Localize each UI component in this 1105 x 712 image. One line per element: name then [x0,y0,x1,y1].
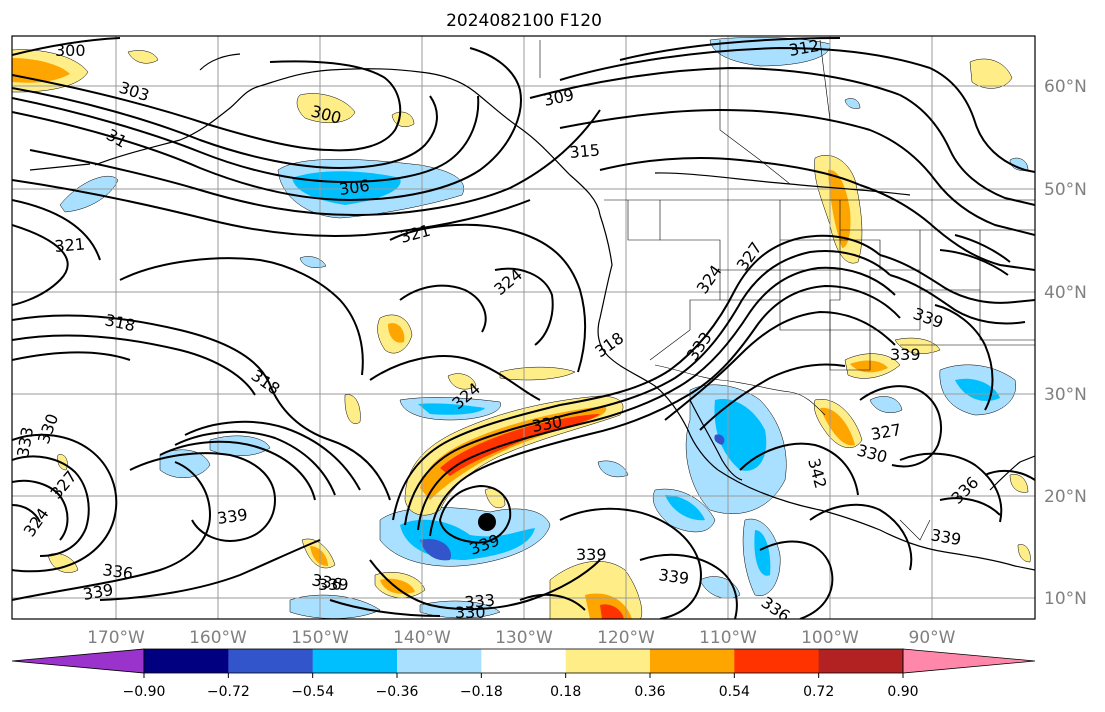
contour-label: 333 [464,590,496,612]
colorbar-segment [818,649,904,673]
lat-label: 20°N [1044,487,1087,507]
colorbar-segment [565,649,651,673]
colorbar: −0.90 −0.72 −0.54 −0.36 −0.18 0.18 0.36 0.54 0.7… [11,648,1036,700]
colorbar-tick-label: −0.90 [123,684,166,700]
lon-label: 170°W [87,628,145,648]
lat-label: 50°N [1044,180,1087,200]
colorbar-tick-label: 0.90 [887,684,918,700]
contour-label: 339 [890,345,921,364]
lon-label: 110°W [699,628,757,648]
colorbar-tick-label: 0.72 [803,684,834,700]
colorbar-segment [312,649,398,673]
colorbar-segment [397,649,482,673]
lon-label: 160°W [189,628,247,648]
map-title: 2024082100 F120 [446,11,602,31]
colorbar-segment [481,649,567,673]
lat-label: 60°N [1044,77,1087,97]
contour-label: 306 [338,176,371,199]
contour-label: 339 [576,545,607,564]
map-frame [11,35,1036,620]
contour-label: 336 [101,560,134,583]
lat-label: 30°N [1044,385,1087,405]
colorbar-extend-low [11,648,145,674]
colorbar-segment [144,649,229,673]
contour-label: 321 [54,234,86,256]
longitude-labels: 170°W 160°W 150°W 140°W 130°W 120°W 110°… [87,628,956,648]
lon-label: 140°W [393,628,451,648]
map-panel: 300 303 31 300 306 309 312 315 321 321 3… [12,36,1035,622]
colorbar-segment [228,649,314,673]
height-contours [12,37,1035,619]
lat-label: 40°N [1044,283,1087,303]
lat-label: 10°N [1044,589,1087,609]
lon-label: 130°W [495,628,553,648]
storm-center-marker [478,513,496,531]
contour-label: 315 [569,140,601,162]
contour-label: 312 [787,36,820,60]
contour-label: 300 [55,41,86,60]
colorbar-segment [734,649,820,673]
lon-label: 90°W [909,628,956,648]
lon-label: 150°W [291,628,349,648]
colorbar-segment [650,649,735,673]
colorbar-tick-label: 0.54 [719,684,750,700]
latitude-labels: 60°N 50°N 40°N 30°N 20°N 10°N [1044,77,1087,609]
contour-label: 339 [318,575,349,594]
colorbar-tick-label: −0.36 [376,684,419,700]
contour-label: 339 [216,505,249,528]
colorbar-extend-high [902,648,1036,674]
lon-label: 100°W [801,628,859,648]
colorbar-tick-label: 0.36 [634,684,665,700]
colorbar-tick-label: 0.18 [550,684,581,700]
contour-label: 339 [657,565,690,588]
colorbar-tick-label: −0.54 [291,684,334,700]
colorbar-tick-label: −0.18 [460,684,503,700]
colorbar-tick-label: −0.72 [207,684,250,700]
colorbar-frame [143,648,904,674]
contour-label: 330 [455,603,486,622]
lon-label: 120°W [597,628,655,648]
